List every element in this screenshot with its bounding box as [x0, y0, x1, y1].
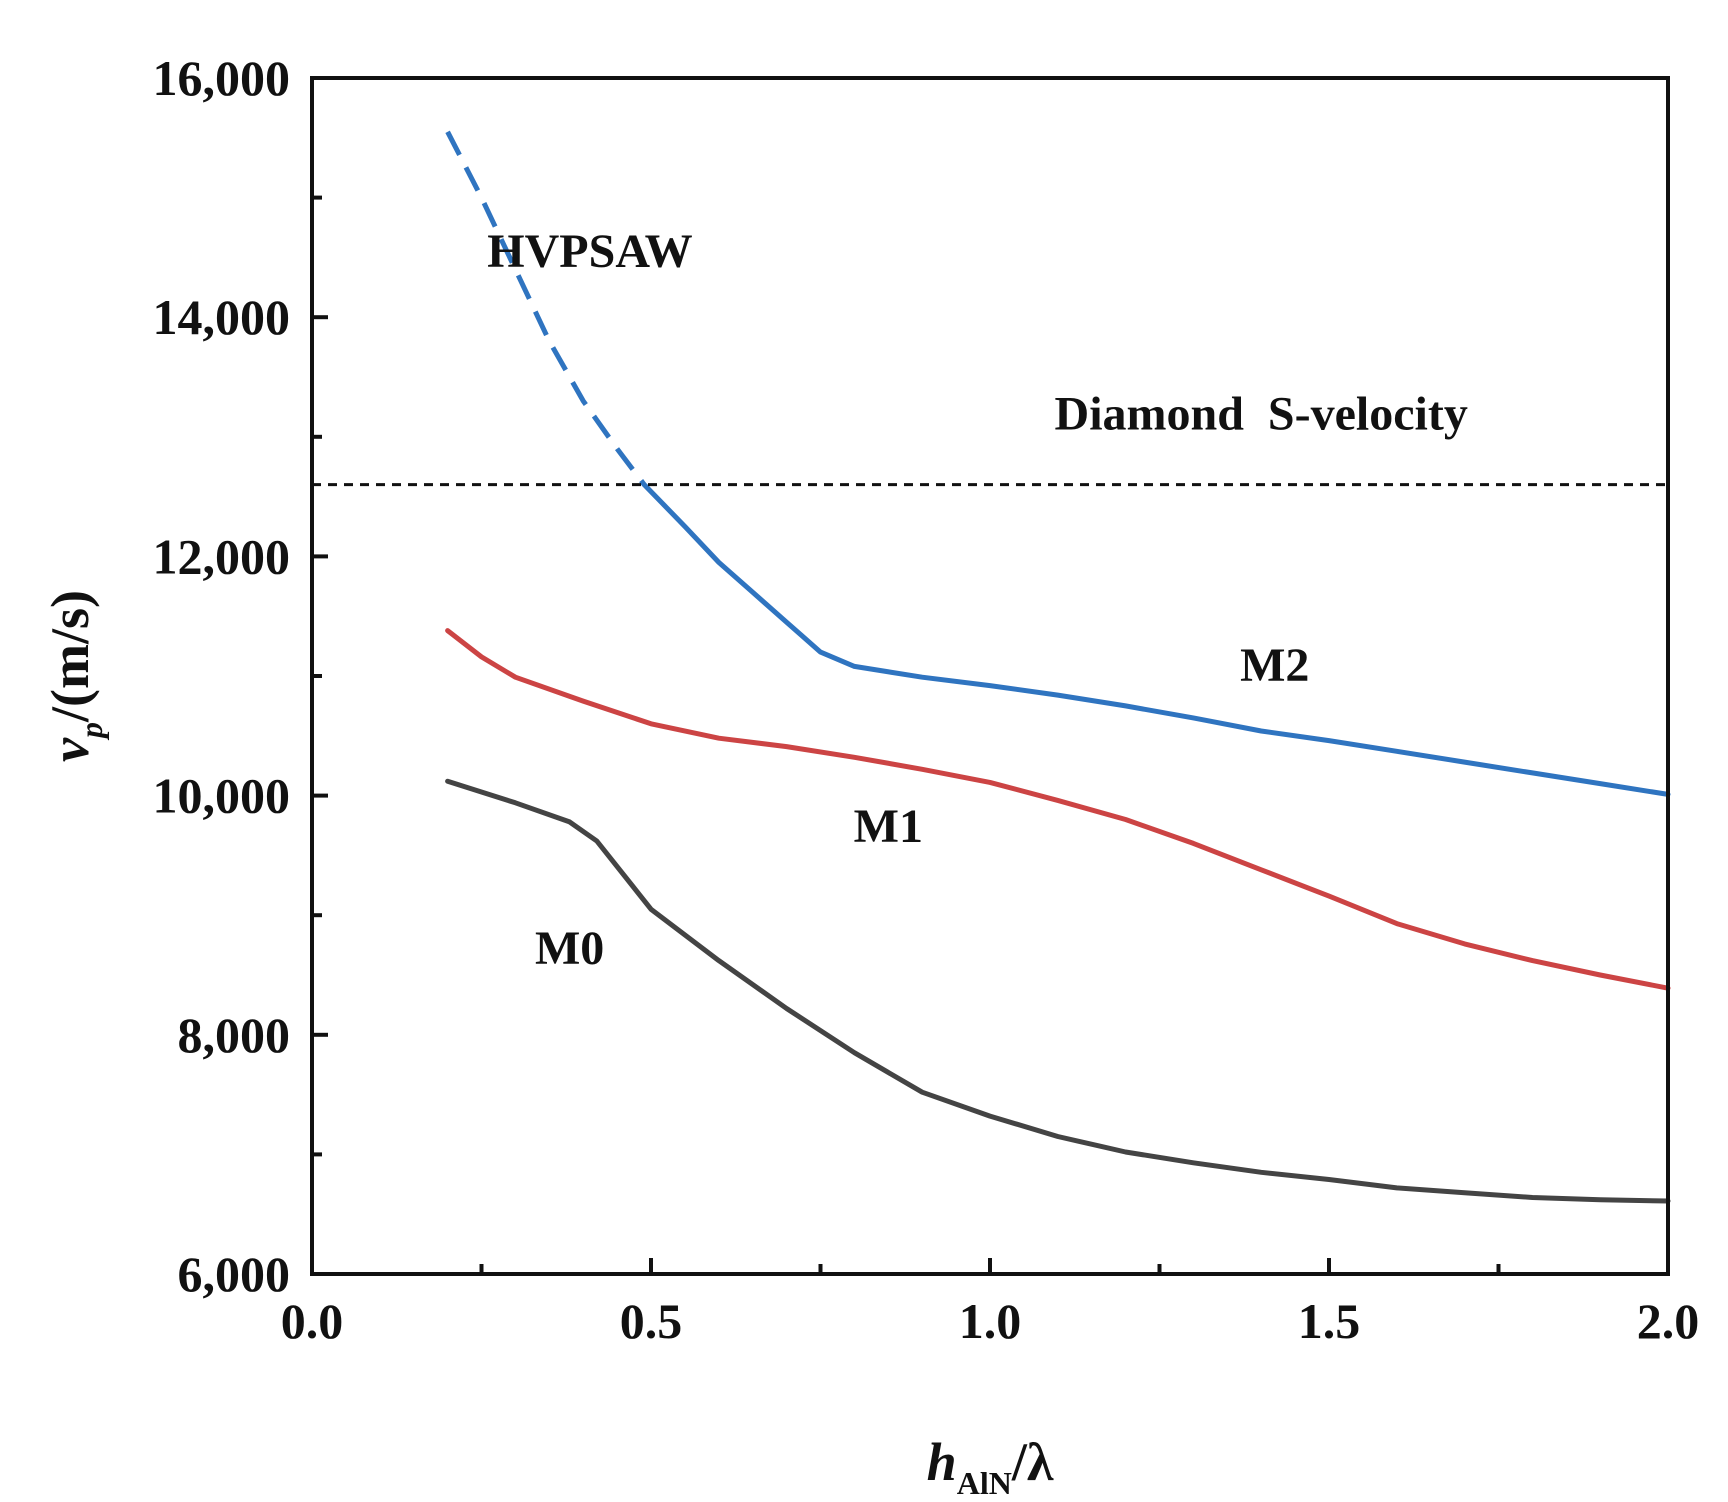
x-axis-title: hAlN/λ — [927, 1432, 1054, 1501]
series-line-m0 — [445, 778, 1671, 1204]
y-axis-title-main: v — [40, 737, 100, 762]
x-tick-label: 1.0 — [959, 1293, 1022, 1349]
x-axis-title-subscript: AlN — [957, 1465, 1012, 1501]
y-tick-label: 12,000 — [153, 528, 291, 584]
y-tick-label: 6,000 — [178, 1246, 291, 1302]
x-tick-label: 0.0 — [281, 1293, 344, 1349]
series-layer — [312, 130, 1671, 1204]
annotation-hvpsaw: HVPSAW — [487, 225, 692, 278]
annotation-layer: HVPSAW Diamond S-velocity M2 M1 M0 — [487, 225, 1468, 975]
y-axis-title-subscript: p — [73, 722, 109, 741]
y-axis-ticks: 6,000 8,000 10,000 12,000 14,000 16,000 — [153, 50, 328, 1302]
y-tick-label: 10,000 — [153, 768, 291, 824]
annotation-diamond-s-velocity: Diamond S-velocity — [1055, 388, 1468, 441]
x-tick-label: 0.5 — [620, 1293, 683, 1349]
y-tick-label: 14,000 — [153, 289, 291, 345]
x-tick-label: 2.0 — [1637, 1293, 1700, 1349]
annotation-m1: M1 — [854, 800, 923, 853]
y-axis-title-tail: /(m/s) — [40, 590, 100, 723]
x-tick-label: 1.5 — [1298, 1293, 1361, 1349]
x-axis-ticks: 0.0 0.5 1.0 1.5 2.0 — [281, 1258, 1700, 1349]
annotation-m0: M0 — [535, 922, 604, 975]
x-axis-title-tail: /λ — [1011, 1432, 1054, 1492]
series-line-m2 — [641, 482, 1671, 797]
annotation-m2: M2 — [1240, 639, 1309, 692]
series-line-m1 — [445, 628, 1671, 991]
y-axis-title: vp/(m/s) — [40, 590, 109, 762]
y-tick-label: 16,000 — [153, 50, 291, 106]
series-line-hvpsaw — [445, 130, 647, 487]
y-tick-label: 8,000 — [178, 1007, 291, 1063]
x-axis-title-main: h — [927, 1432, 957, 1492]
